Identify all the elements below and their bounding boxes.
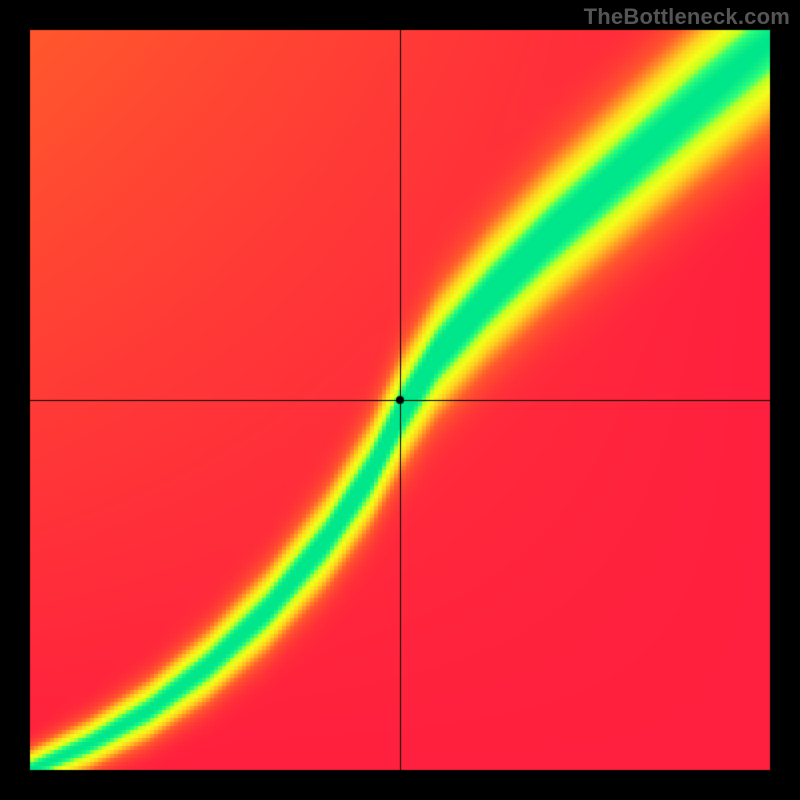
watermark-text: TheBottleneck.com — [584, 4, 790, 30]
bottleneck-heatmap-canvas — [0, 0, 800, 800]
chart-container: TheBottleneck.com — [0, 0, 800, 800]
